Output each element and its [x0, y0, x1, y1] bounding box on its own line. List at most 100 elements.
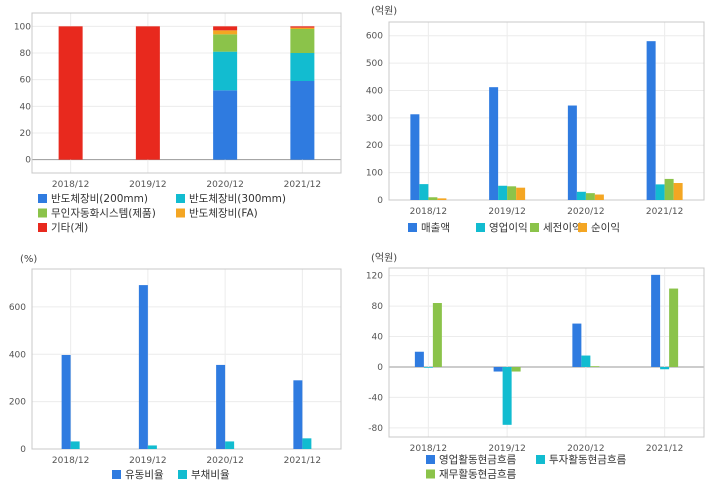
bar [507, 186, 517, 200]
bar [225, 441, 235, 449]
y-tick-label: 500 [366, 59, 383, 69]
chart-3: 0 200 400 600 (%) 2018/12 2019/12 2020/12 2021/1… [9, 254, 342, 481]
y-tick-label: 0 [377, 363, 383, 373]
legend-label: 영업이익 [489, 221, 528, 234]
y-tick-label: -80 [368, 424, 383, 434]
legend-swatch [426, 469, 435, 479]
plot-border [388, 21, 705, 201]
chart-4: -80 -40 0 40 80 120 (억원) 2018/12 2019/12 2020/12 2… [366, 252, 705, 481]
x-tick-label: 2019/12 [129, 456, 166, 466]
legend-swatch [112, 470, 121, 479]
y-tick-label: 60 [20, 76, 32, 86]
bar [58, 26, 83, 160]
bar [302, 438, 312, 449]
bar [213, 34, 238, 52]
bar [213, 90, 238, 160]
bar [419, 184, 429, 200]
y-tick-label: 100 [366, 169, 383, 179]
legend-label: 투자활동현금흐름 [549, 453, 627, 466]
bar [502, 366, 512, 425]
x-tick-label: 2020/12 [567, 207, 604, 217]
bar [70, 441, 80, 449]
x-tick-label: 2018/12 [52, 456, 89, 466]
y-tick-label: 300 [366, 114, 383, 124]
legend-label: 재무활동현금흐름 [439, 468, 517, 481]
legend-label: 유동비율 [125, 469, 164, 481]
y-tick-label: 600 [9, 303, 26, 313]
x-tick-label: 2021/12 [646, 207, 683, 217]
bar [213, 26, 238, 31]
y-tick-label: 40 [372, 333, 384, 343]
y-tick-label: 0 [377, 196, 383, 206]
legend-label: 순이익 [591, 222, 620, 234]
y-tick-label: 40 [20, 102, 32, 112]
legend-label: 기타(계) [51, 222, 88, 234]
y-tick-label: 200 [9, 398, 26, 408]
unit-label: (억원) [371, 5, 397, 17]
bar [585, 193, 595, 200]
legend-swatch [536, 455, 545, 464]
plot-border [31, 12, 342, 174]
x-tick-label: 2019/12 [488, 207, 525, 217]
x-tick-label: 2019/12 [129, 180, 166, 190]
x-tick-label: 2018/12 [52, 180, 89, 190]
legend-swatch [38, 223, 47, 232]
y-tick-label: 120 [366, 272, 383, 282]
bar [410, 114, 420, 200]
bar [437, 198, 447, 200]
legend-label: 매출액 [421, 222, 450, 234]
bar [511, 366, 521, 372]
legend-swatch [408, 223, 417, 232]
y-tick-label: 20 [20, 129, 32, 139]
legend-label: 세전이익 [543, 222, 582, 234]
legend-label: 반도체장비(200mm) [51, 193, 148, 205]
y-tick-label: -40 [368, 393, 383, 403]
bar [432, 303, 442, 367]
bar [651, 274, 661, 367]
x-tick-label: 2018/12 [410, 444, 447, 454]
x-tick-label: 2021/12 [646, 444, 683, 454]
bar [664, 178, 674, 200]
bar [135, 26, 160, 160]
bar [572, 323, 582, 367]
y-tick-label: 600 [366, 32, 383, 42]
unit-label: (%) [20, 254, 37, 265]
x-tick-label: 2020/12 [206, 180, 243, 190]
bar [428, 197, 438, 200]
bar [147, 445, 157, 449]
plot-border [388, 267, 705, 438]
legend-label: 무인자동화시스템(제품) [51, 208, 156, 220]
legend-swatch [38, 194, 47, 203]
bar [423, 366, 433, 368]
legend-label: 반도체장비(300mm) [189, 193, 286, 205]
legend-swatch [578, 223, 587, 232]
legend-swatch [530, 223, 539, 232]
bar [673, 183, 683, 200]
bar [646, 41, 656, 200]
bar [290, 29, 315, 53]
legend-label: 부채비율 [191, 469, 230, 481]
y-tick-label: 80 [372, 302, 384, 312]
bar [213, 51, 238, 91]
bar [660, 366, 670, 370]
bar [576, 191, 586, 200]
plot-frame [388, 21, 705, 201]
y-tick-label: 200 [366, 141, 383, 151]
bar [138, 285, 148, 449]
legend: 매출액 영업이익 세전이익 순이익 [408, 221, 620, 234]
y-tick-label: 0 [25, 156, 31, 166]
y-tick-label: 400 [366, 86, 383, 96]
bar [498, 185, 508, 200]
bar [516, 187, 526, 200]
bar [669, 288, 679, 367]
chart-1: 0 20 40 60 80 100 2018/12 2019/12 2020/12 2021/12… [14, 12, 342, 234]
legend-swatch [178, 470, 187, 479]
x-tick-label: 2021/12 [284, 180, 321, 190]
chart-2: 0 100 200 300 400 500 600 (억원) 2018/12 2019/12 202… [366, 5, 705, 234]
bar [216, 364, 226, 449]
bar [581, 355, 591, 367]
legend-swatch [426, 455, 435, 464]
unit-label: (억원) [371, 252, 397, 264]
bar [594, 194, 604, 200]
